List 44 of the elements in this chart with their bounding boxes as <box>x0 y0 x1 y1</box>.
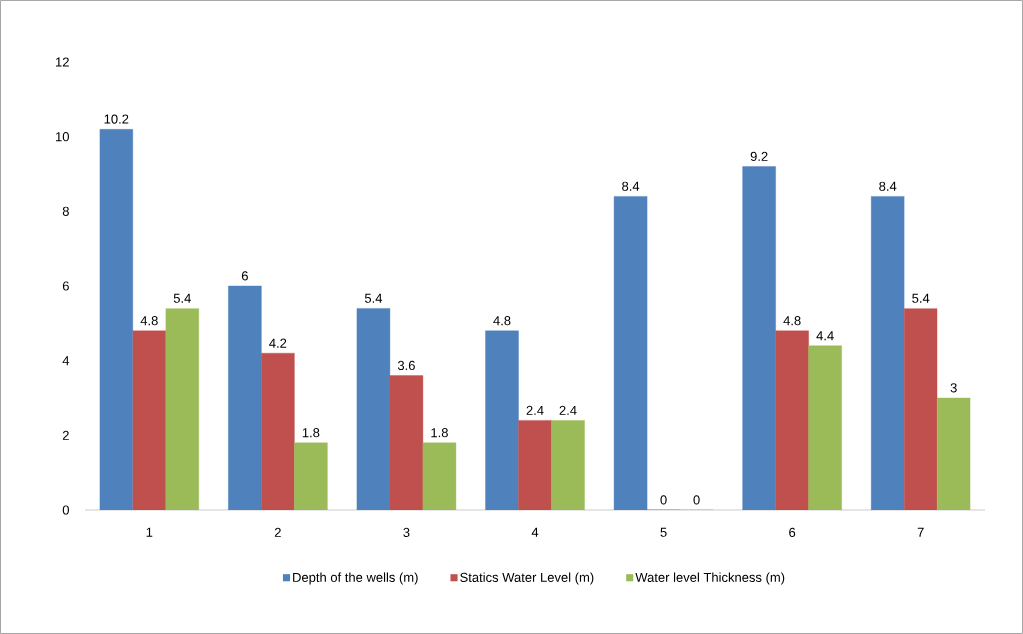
data-label: 8.4 <box>622 181 640 191</box>
x-tick-label: 5 <box>660 527 667 537</box>
data-label: 4.4 <box>816 331 834 341</box>
x-tick-label: 1 <box>146 527 153 537</box>
y-tick-label: 2 <box>62 430 69 440</box>
y-tick-label: 10 <box>56 132 69 142</box>
bar <box>904 308 938 510</box>
data-label: 4.8 <box>783 316 801 326</box>
x-tick-label: 7 <box>917 527 924 537</box>
data-label: 4.2 <box>269 338 287 348</box>
legend-label: Depth of the wells (m) <box>293 572 418 585</box>
y-tick-label: 8 <box>62 206 69 216</box>
x-tick-label: 3 <box>403 527 410 537</box>
data-label: 1.8 <box>431 428 448 438</box>
data-label: 4.8 <box>493 316 511 326</box>
y-tick-label: 4 <box>62 356 70 366</box>
data-label: 5.4 <box>173 293 191 303</box>
data-label: 6 <box>241 271 248 281</box>
data-label: 2.4 <box>526 405 544 415</box>
x-tick-label: 6 <box>789 527 796 537</box>
data-label: 5.4 <box>364 293 383 303</box>
data-label: 8.4 <box>879 181 897 191</box>
legend-label: Water level Thickness (m) <box>635 572 785 585</box>
data-label: 0 <box>693 495 700 505</box>
x-tick-label: 4 <box>531 527 539 537</box>
legend-label: Statics Water Level (m) <box>460 572 594 585</box>
y-tick-label: 0 <box>62 505 69 515</box>
data-label: 5.4 <box>912 293 930 303</box>
x-tick-label: 2 <box>274 527 281 537</box>
y-tick-label: 12 <box>56 57 69 67</box>
data-label: 4.8 <box>140 316 158 326</box>
bar <box>261 352 295 510</box>
data-label: 2.4 <box>559 405 577 415</box>
data-label: 1.8 <box>302 428 320 438</box>
bar <box>389 375 424 510</box>
bar <box>775 330 809 510</box>
data-label: 0 <box>660 495 667 505</box>
bar <box>518 420 552 510</box>
data-label: 3 <box>950 383 957 393</box>
data-label: 10.2 <box>104 114 129 124</box>
y-tick-label: 6 <box>62 281 69 291</box>
bar <box>132 330 166 510</box>
data-label: 3.6 <box>397 360 415 371</box>
data-label: 9.2 <box>750 151 768 161</box>
